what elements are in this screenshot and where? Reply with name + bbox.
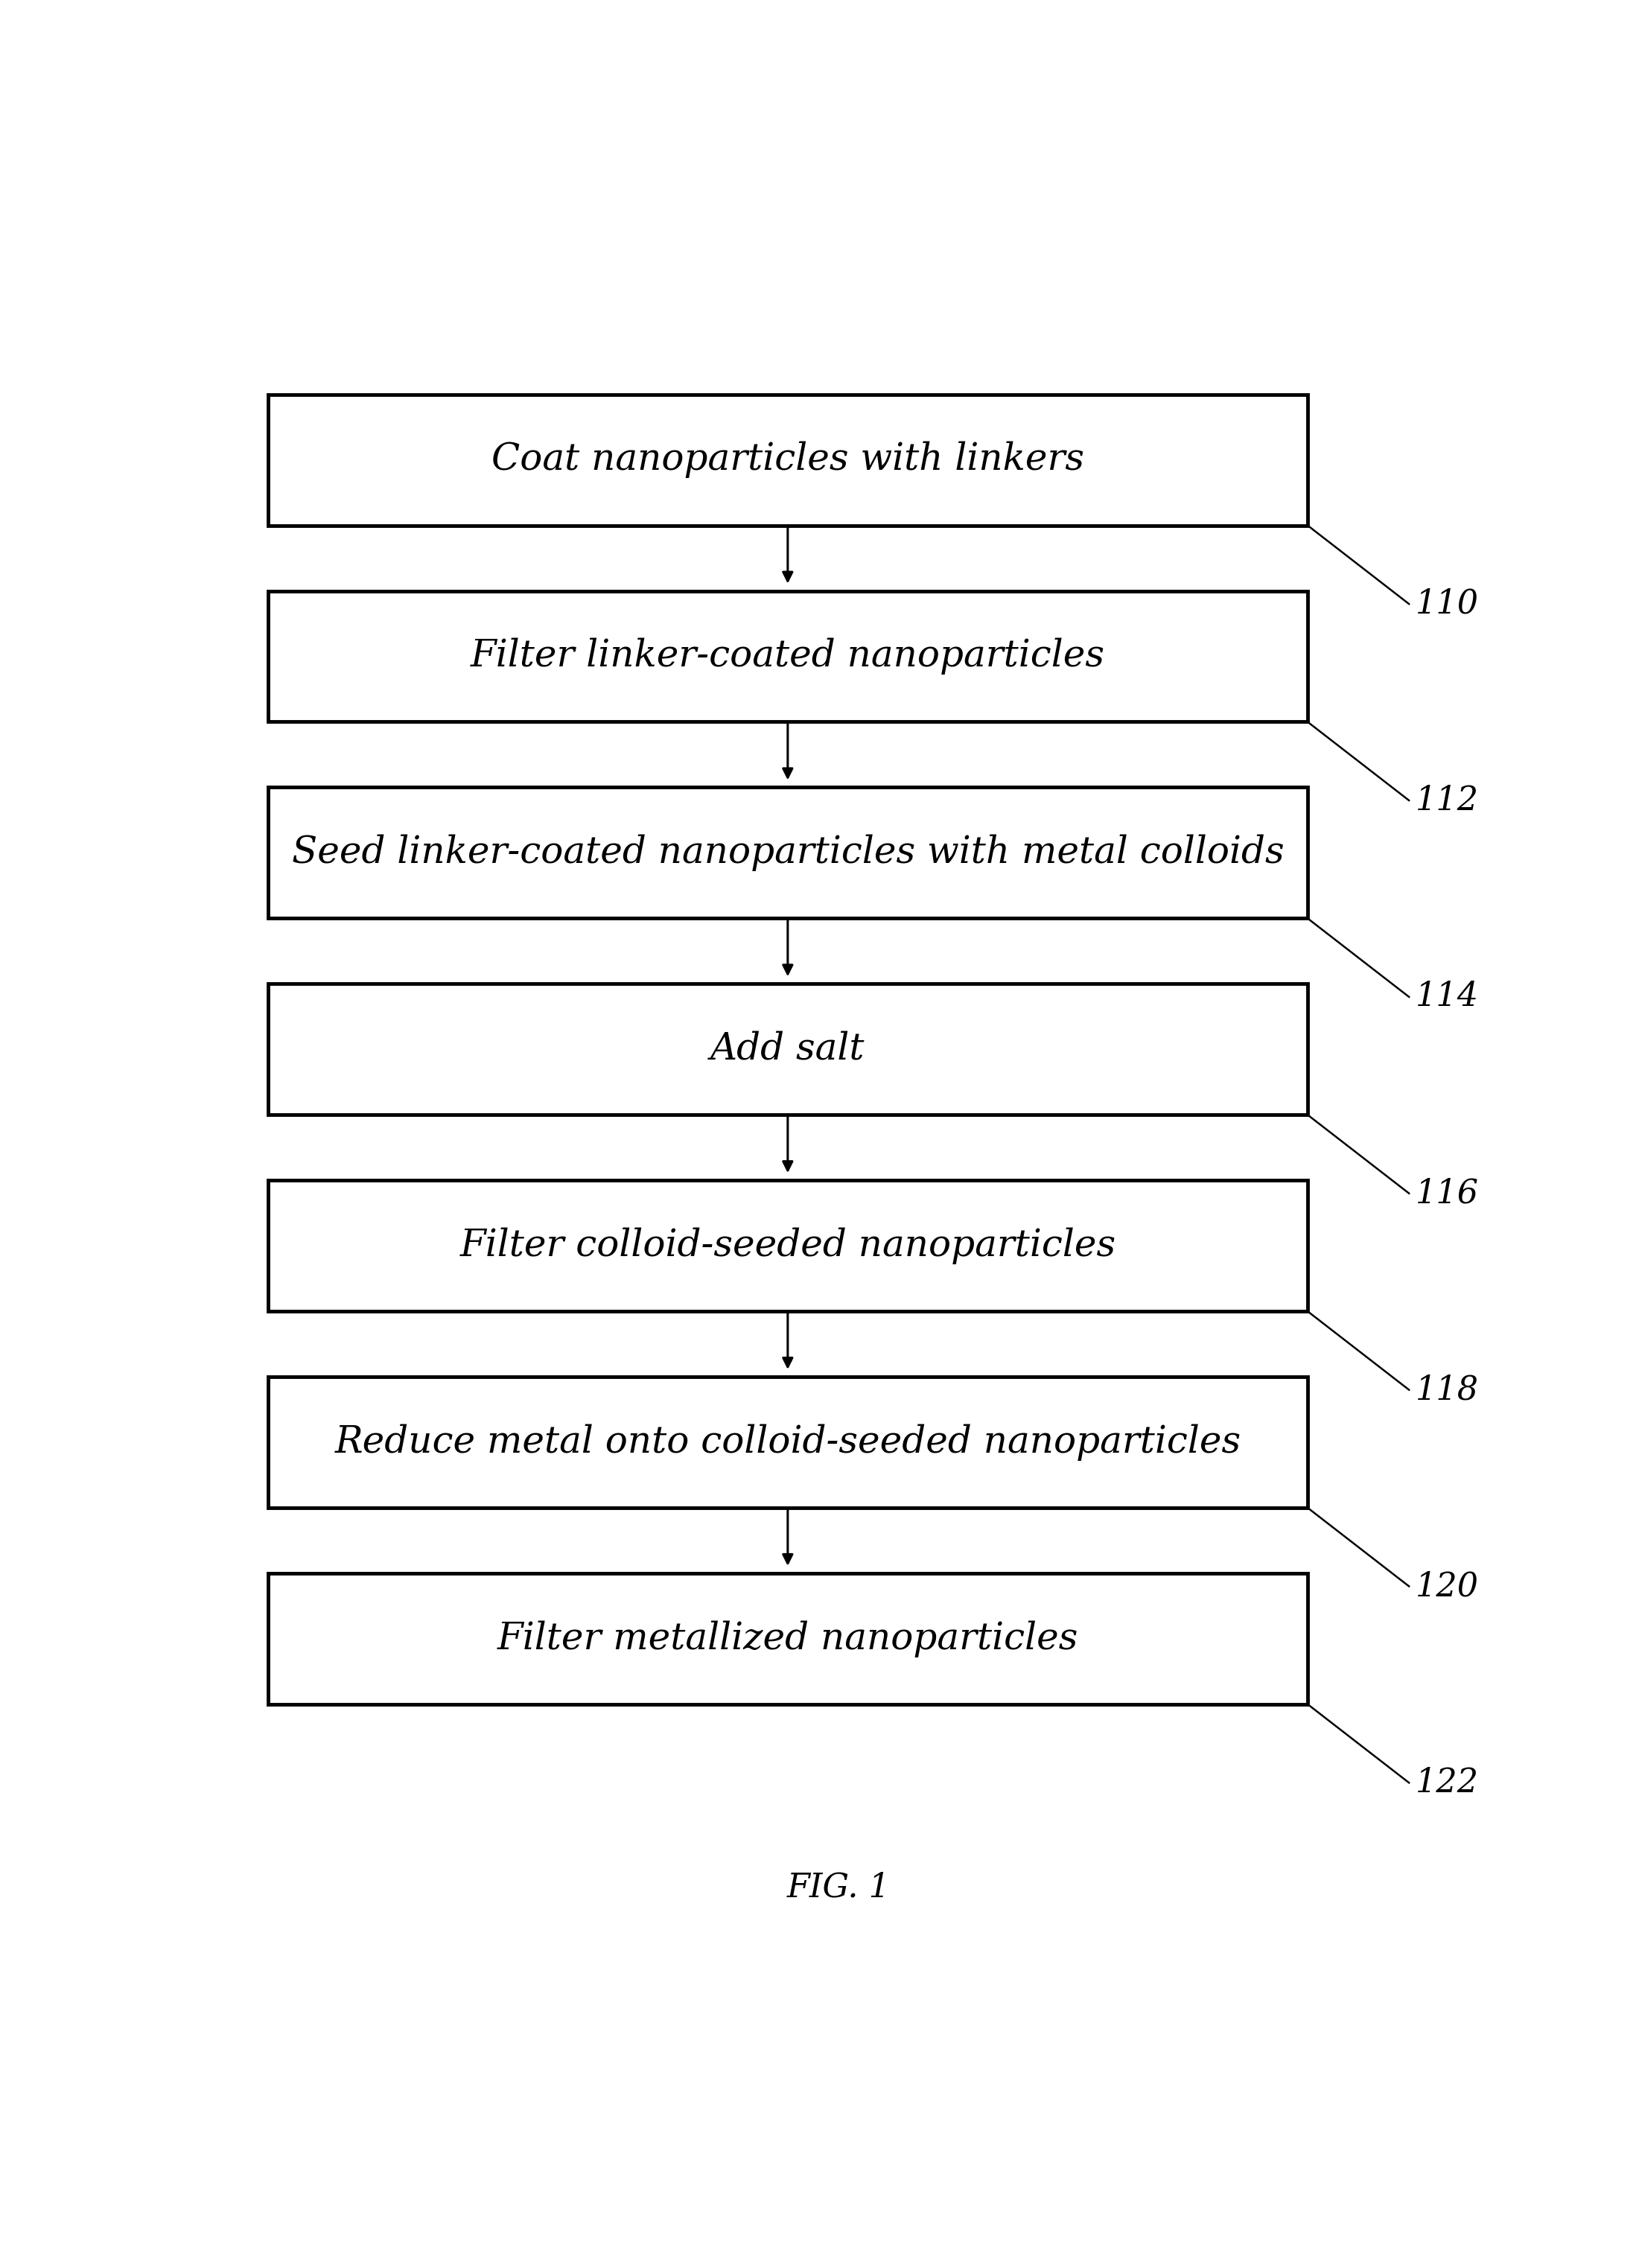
- Text: 120: 120: [1415, 1569, 1479, 1603]
- Text: Seed linker-coated nanoparticles with metal colloids: Seed linker-coated nanoparticles with me…: [291, 835, 1284, 871]
- Text: 116: 116: [1415, 1177, 1479, 1209]
- Bar: [268, 1574, 1307, 1703]
- Text: Coat nanoparticles with linkers: Coat nanoparticles with linkers: [491, 442, 1085, 479]
- Bar: [268, 787, 1307, 919]
- Text: Filter metallized nanoparticles: Filter metallized nanoparticles: [497, 1619, 1078, 1658]
- Bar: [268, 984, 1307, 1116]
- Text: 110: 110: [1415, 587, 1479, 619]
- Text: 112: 112: [1415, 785, 1479, 816]
- Text: 122: 122: [1415, 1767, 1479, 1799]
- Text: 114: 114: [1415, 980, 1479, 1014]
- Text: Filter linker-coated nanoparticles: Filter linker-coated nanoparticles: [471, 637, 1104, 676]
- Text: Filter colloid-seeded nanoparticles: Filter colloid-seeded nanoparticles: [460, 1227, 1116, 1263]
- Bar: [268, 1179, 1307, 1311]
- Text: Add salt: Add salt: [710, 1032, 865, 1068]
- Text: Reduce metal onto colloid-seeded nanoparticles: Reduce metal onto colloid-seeded nanopar…: [335, 1424, 1240, 1461]
- Bar: [268, 395, 1307, 526]
- Bar: [268, 592, 1307, 721]
- Bar: [268, 1377, 1307, 1508]
- Text: FIG. 1: FIG. 1: [787, 1871, 890, 1903]
- Text: 118: 118: [1415, 1374, 1479, 1406]
